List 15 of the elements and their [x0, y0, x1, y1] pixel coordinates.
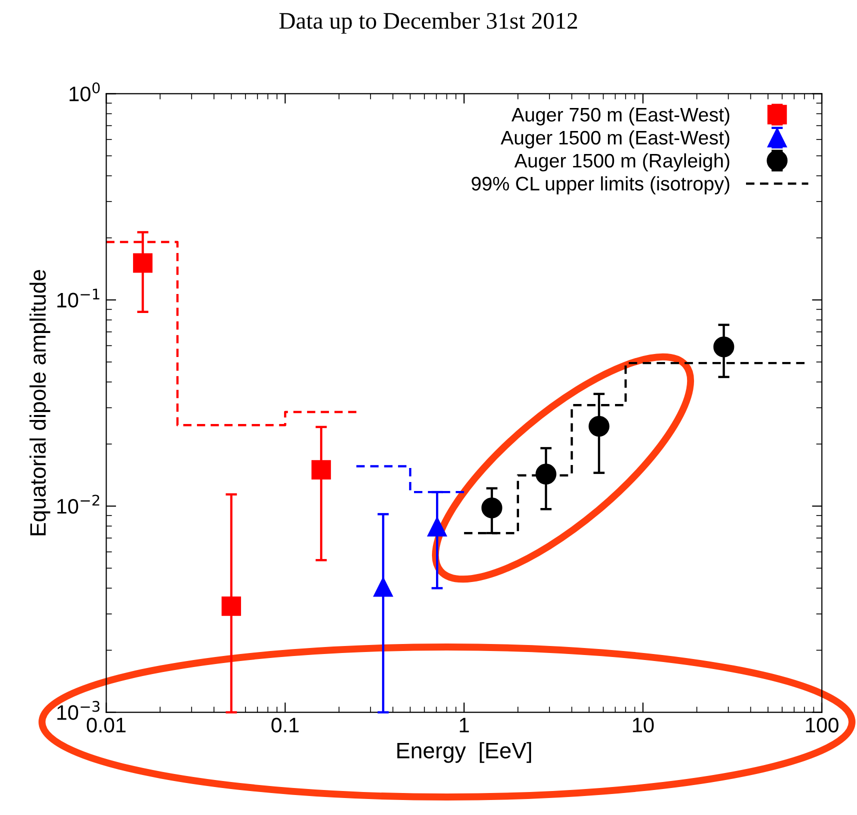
x-tick-label: 100 [806, 718, 838, 732]
legend-label: 99% CL upper limits (isotropy) [472, 176, 730, 194]
legend-label: Auger 750 m (East-West) [512, 107, 730, 126]
y-tick-label: 10$^{−2}$ [57, 494, 100, 514]
y-axis-title: Equatorial dipole amplitude [30, 270, 50, 536]
x-tick-label: 0.01 [86, 718, 126, 732]
legend-label: Auger 1500 m (Rayleigh) [514, 153, 730, 172]
legend-label: Auger 1500 m (East-West) [500, 130, 730, 148]
x-tick-label: 0.1 [272, 718, 299, 732]
x-tick-label: 10 [632, 718, 654, 732]
y-tick-label: 10$^{0}$ [70, 82, 100, 102]
chart-title: Data up to December 31st 2012 [279, 12, 578, 34]
y-tick-label: 10$^{−1}$ [57, 288, 100, 308]
x-axis-title: Energy [EeV] [397, 742, 532, 763]
x-tick-label: 1 [460, 718, 469, 732]
